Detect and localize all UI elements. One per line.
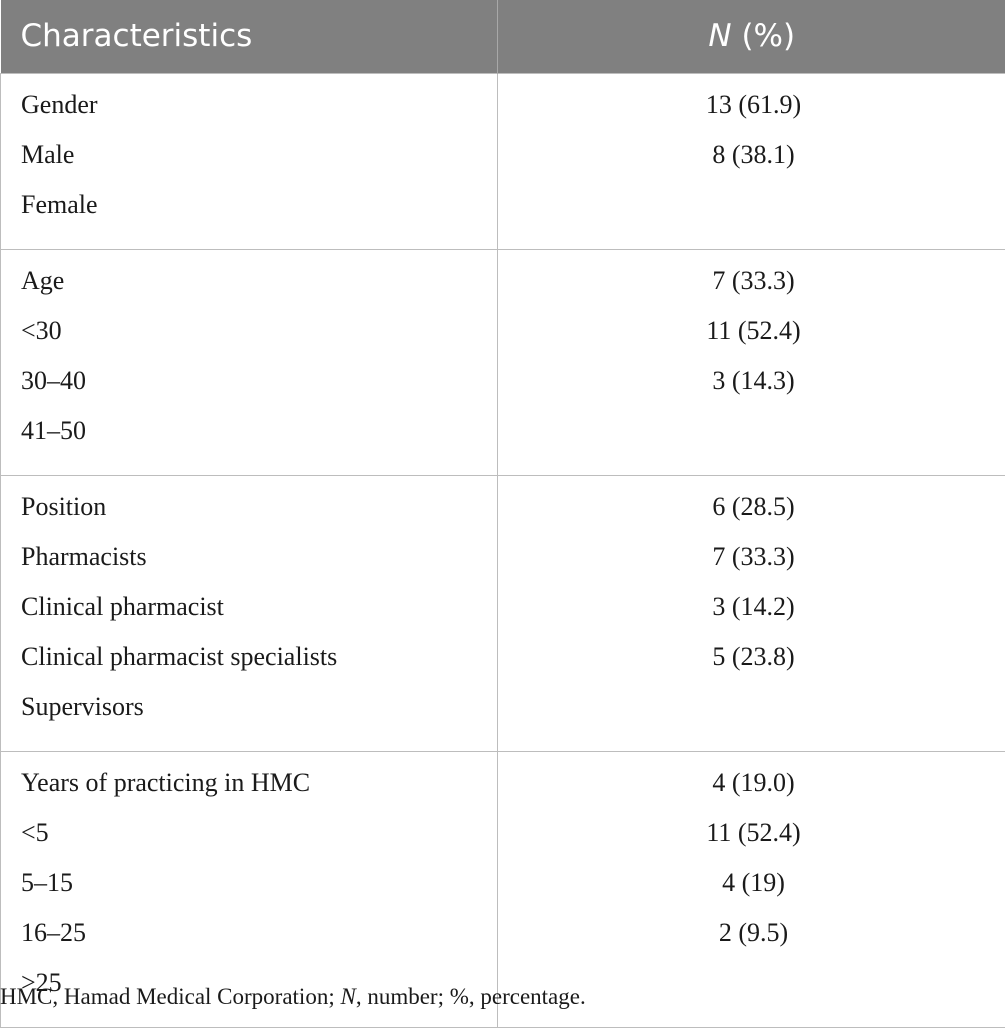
characteristic-label: Gender bbox=[21, 89, 497, 139]
characteristic-label: Years of practicing in HMC bbox=[21, 767, 497, 817]
count-value: 11 (52.4) bbox=[498, 817, 1005, 867]
table-header-row: Characteristics N (%) bbox=[1, 0, 1005, 74]
header-n-percent: N (%) bbox=[498, 0, 1005, 74]
characteristic-label: 41–50 bbox=[21, 415, 497, 465]
footnote-part2: , number; %, percentage. bbox=[356, 984, 586, 1009]
count-value: 6 (28.5) bbox=[498, 491, 1005, 541]
characteristic-label: Age bbox=[21, 265, 497, 315]
count-value: 4 (19.0) bbox=[498, 767, 1005, 817]
count-value: 5 (23.8) bbox=[498, 641, 1005, 691]
characteristic-label: 16–25 bbox=[21, 917, 497, 967]
count-value: 8 (38.1) bbox=[498, 139, 1005, 189]
header-percent: (%) bbox=[732, 18, 796, 54]
count-value: 11 (52.4) bbox=[498, 315, 1005, 365]
count-value: 3 (14.2) bbox=[498, 591, 1005, 641]
count-cell: 13 (61.9)8 (38.1) bbox=[498, 74, 1005, 250]
count-value: 7 (33.3) bbox=[498, 541, 1005, 591]
count-value: 2 (9.5) bbox=[498, 917, 1005, 967]
count-value: 3 (14.3) bbox=[498, 365, 1005, 415]
characteristic-label: Female bbox=[21, 189, 497, 239]
characteristic-label: <5 bbox=[21, 817, 497, 867]
count-cell: 7 (33.3)11 (52.4)3 (14.3) bbox=[498, 250, 1005, 476]
characteristic-label: <30 bbox=[21, 315, 497, 365]
count-value: 4 (19) bbox=[498, 867, 1005, 917]
characteristic-label: Pharmacists bbox=[21, 541, 497, 591]
characteristic-label: Supervisors bbox=[21, 691, 497, 741]
characteristic-label: Male bbox=[21, 139, 497, 189]
characteristic-label: Clinical pharmacist bbox=[21, 591, 497, 641]
header-characteristics: Characteristics bbox=[1, 0, 498, 74]
footnote-n: N bbox=[340, 984, 355, 1009]
header-n: N bbox=[708, 18, 731, 54]
characteristic-label: 30–40 bbox=[21, 365, 497, 415]
count-value: 7 (33.3) bbox=[498, 265, 1005, 315]
table-footnote: HMC, Hamad Medical Corporation; N, numbe… bbox=[0, 984, 586, 1010]
characteristic-label: 5–15 bbox=[21, 867, 497, 917]
characteristic-label: Position bbox=[21, 491, 497, 541]
characteristic-label: Clinical pharmacist specialists bbox=[21, 641, 497, 691]
footnote-part1: HMC, Hamad Medical Corporation; bbox=[0, 984, 340, 1009]
count-cell: 6 (28.5)7 (33.3)3 (14.2)5 (23.8) bbox=[498, 476, 1005, 752]
count-value: 13 (61.9) bbox=[498, 89, 1005, 139]
